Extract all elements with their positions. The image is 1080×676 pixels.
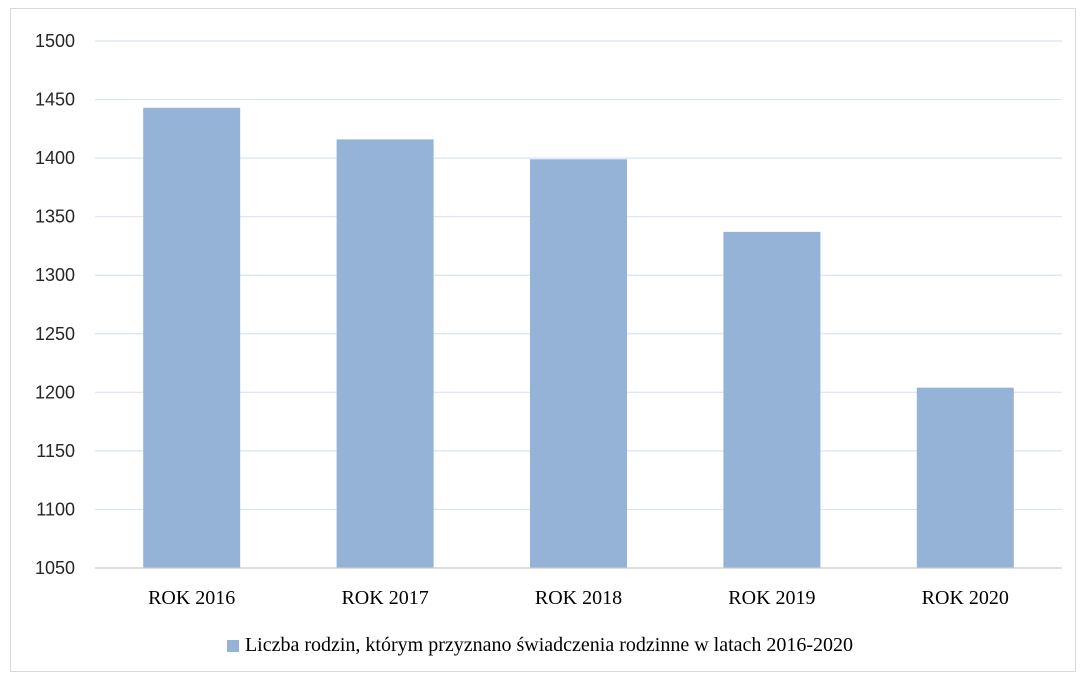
y-tick-label: 1200 (35, 382, 75, 402)
y-tick-label: 1150 (36, 441, 75, 461)
y-axis-ticks: 1050 1100 1150 1200 1250 1300 1350 1400 1450 1500 (35, 31, 75, 578)
bar (336, 139, 434, 568)
y-tick-label: 1050 (35, 558, 75, 578)
x-tick-label: ROK 2016 (148, 587, 235, 609)
x-tick-label: ROK 2020 (922, 587, 1009, 609)
bar (143, 107, 241, 569)
y-tick-label: 1100 (36, 499, 75, 519)
y-tick-label: 1500 (35, 31, 75, 51)
x-tick-label: ROK 2017 (341, 587, 428, 609)
bar (530, 159, 627, 568)
legend-swatch (226, 639, 239, 652)
x-tick-label: ROK 2019 (728, 587, 815, 609)
y-tick-label: 1350 (35, 207, 75, 227)
y-tick-label: 1400 (35, 148, 75, 168)
x-tick-label: ROK 2018 (535, 587, 622, 609)
bars (143, 107, 1014, 569)
legend: Liczba rodzin, którym przyznano świadcze… (0, 634, 1080, 657)
y-tick-label: 1450 (35, 90, 75, 110)
legend-label: Liczba rodzin, którym przyznano świadcze… (244, 634, 854, 656)
bar (723, 231, 821, 568)
y-tick-label: 1300 (35, 265, 75, 285)
x-axis-ticks: ROK 2016 ROK 2017 ROK 2018 ROK 2019 ROK 2020 (148, 587, 1009, 609)
bar (916, 387, 1014, 568)
y-tick-label: 1250 (35, 324, 75, 344)
